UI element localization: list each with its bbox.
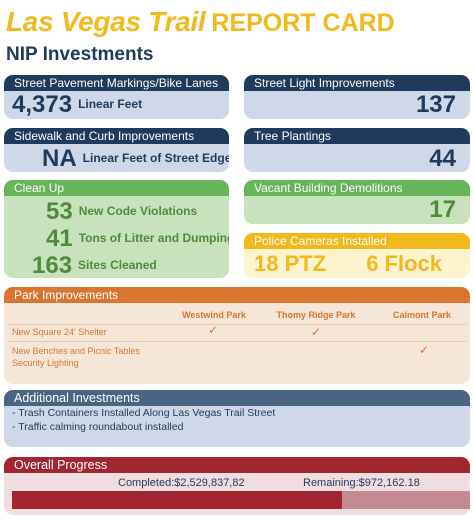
progress-remaining-label: Remaining:$972,162.18: [303, 477, 420, 489]
progress-bar: [12, 491, 470, 509]
card-street-light-title: Street Light Improvements: [244, 75, 470, 91]
street-pavement-value: 4,373: [12, 91, 73, 118]
title-suffix: REPORT CARD: [211, 9, 395, 37]
card-clean-up: Clean Up 53 New Code Violations 41 Tons of…: [4, 180, 229, 278]
clean-up-label-1: New Code Violations: [78, 204, 198, 218]
tree-value: 44: [429, 145, 456, 172]
sidewalk-unit: Linear Feet of Street Edge: [82, 151, 229, 165]
card-police-title: Police Cameras Installed: [244, 233, 470, 249]
sidewalk-value: NA: [42, 145, 77, 172]
park-row-1-check-westwind: ✓: [207, 323, 219, 337]
clean-up-value-3: 163: [32, 252, 73, 278]
park-divider-2: [8, 341, 466, 342]
park-row-2-label: New Benches and Picnic Tables: [12, 346, 140, 356]
progress-completed-label: Completed:$2,529,837,82: [118, 477, 245, 489]
card-vacant-title: Vacant Building Demolitions: [244, 180, 470, 196]
report-title: Las Vegas Trail REPORT CARD: [6, 6, 395, 42]
park-row-1-label: New Square 24' Shelter: [12, 327, 107, 337]
additional-item-2-text: Traffic calming roundabout installed: [18, 421, 184, 433]
page-subtitle: NIP Investments: [6, 44, 154, 65]
progress-bar-fill: [12, 491, 342, 509]
card-vacant-building: Vacant Building Demolitions 17: [244, 180, 470, 224]
park-col-thomy-ridge: Thomy Ridge Park: [276, 310, 356, 320]
card-additional-investments: Additional Investments - Trash Container…: [4, 390, 470, 447]
card-sidewalk: Sidewalk and Curb Improvements NA Linear …: [4, 128, 229, 172]
police-ptz-value: 18 PTZ: [254, 251, 327, 276]
card-sidewalk-title: Sidewalk and Curb Improvements: [4, 128, 229, 144]
card-clean-up-title: Clean Up: [4, 180, 229, 196]
card-additional-title: Additional Investments: [4, 390, 470, 406]
police-flock-value: 6 Flock: [366, 251, 442, 276]
card-street-pavement-title: Street Pavement Markings/Bike Lanes: [4, 75, 229, 91]
card-police-cameras: Police Cameras Installed 18 PTZ 6 Flock: [244, 233, 470, 278]
title-main: Las Vegas Trail: [6, 6, 206, 37]
clean-up-label-2: Tons of Litter and Dumping: [78, 231, 229, 245]
park-col-calmont: Calmont Park: [392, 310, 452, 320]
additional-item-1-text: Trash Containers Installed Along Las Veg…: [18, 407, 276, 419]
additional-item-2: - Traffic calming roundabout installed: [12, 421, 184, 433]
card-park-improvements: Park Improvements Westwind Park Thomy Ri…: [4, 287, 470, 384]
park-row-1-check-thomy-ridge: ✓: [310, 325, 322, 339]
clean-up-label-3: Sites Cleaned: [78, 258, 157, 272]
card-park-title: Park Improvements: [4, 287, 470, 303]
vacant-value: 17: [429, 196, 456, 223]
park-col-westwind: Westwind Park: [182, 310, 246, 320]
card-street-pavement: Street Pavement Markings/Bike Lanes 4,37…: [4, 75, 229, 119]
street-light-value: 137: [415, 91, 456, 118]
park-row-2-check-calmont: ✓: [418, 343, 430, 357]
card-progress-title: Overall Progress: [4, 457, 470, 473]
card-tree-title: Tree Plantings: [244, 128, 470, 144]
card-tree-plantings: Tree Plantings 44: [244, 128, 470, 172]
street-pavement-unit: Linear Feet: [78, 97, 143, 111]
additional-item-1: - Trash Containers Installed Along Las V…: [12, 407, 276, 419]
card-street-light: Street Light Improvements 137: [244, 75, 470, 119]
park-divider: [8, 324, 466, 325]
clean-up-value-2: 41: [46, 225, 73, 252]
clean-up-value-1: 53: [46, 198, 73, 225]
park-row-2-label2: Security Lighting: [12, 358, 79, 368]
